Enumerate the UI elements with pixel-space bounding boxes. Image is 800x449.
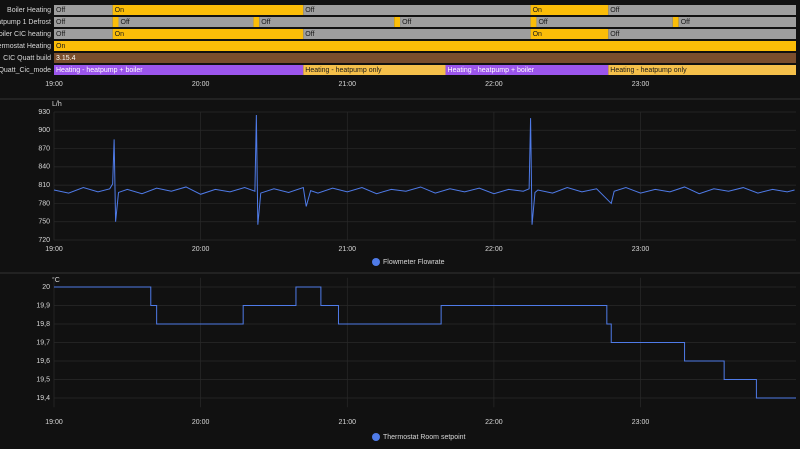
state-segment xyxy=(253,17,260,27)
state-segment xyxy=(118,17,254,27)
state-segment xyxy=(678,17,796,27)
x-tick-label: 22:00 xyxy=(485,81,503,88)
x-tick-label: 20:00 xyxy=(192,419,210,426)
x-tick-label: 21:00 xyxy=(339,246,357,253)
segment-label: Off xyxy=(121,19,130,26)
segment-label: Heating - heatpump only xyxy=(610,67,687,74)
x-tick-label: 20:00 xyxy=(192,246,210,253)
y-axis-title: °C xyxy=(52,276,60,284)
state-segment xyxy=(608,29,796,39)
state-segment xyxy=(530,5,609,15)
y-tick-label: 19,6 xyxy=(36,358,50,365)
y-tick-label: 750 xyxy=(38,219,50,226)
legend-label: Flowmeter Flowrate xyxy=(383,259,445,266)
segment-label: Off xyxy=(402,19,411,26)
state-segment xyxy=(445,65,609,75)
legend-swatch xyxy=(372,433,380,441)
legend-swatch xyxy=(372,258,380,266)
state-segment xyxy=(54,41,796,51)
series-line xyxy=(54,286,796,399)
y-tick-label: 870 xyxy=(38,145,50,152)
row-label: Quatt_Cic_mode xyxy=(0,67,51,74)
y-tick-label: 19,5 xyxy=(36,376,50,383)
y-tick-label: 840 xyxy=(38,164,50,171)
segment-label: Off xyxy=(261,19,270,26)
state-segment xyxy=(112,5,304,15)
state-segment xyxy=(394,17,401,27)
x-tick-label: 19:00 xyxy=(45,81,63,88)
state-segment xyxy=(54,5,113,15)
state-segment xyxy=(608,5,796,15)
segment-label: On xyxy=(115,7,124,14)
x-tick-label: 19:00 xyxy=(45,246,63,253)
y-tick-label: 19,7 xyxy=(36,339,50,346)
state-segment xyxy=(112,17,119,27)
y-tick-label: 20 xyxy=(42,284,50,291)
segment-label: Off xyxy=(305,31,314,38)
segment-label: Off xyxy=(610,7,619,14)
state-segment xyxy=(672,17,679,27)
segment-label: Off xyxy=(305,7,314,14)
row-label: Heatpump 1 Defrost xyxy=(0,19,51,26)
segment-label: On xyxy=(533,7,542,14)
y-tick-label: 19,4 xyxy=(36,395,50,402)
row-label: CIC Quatt build xyxy=(3,55,51,62)
segment-label: Heating - heatpump only xyxy=(305,67,382,74)
state-segment xyxy=(54,65,304,75)
state-segment xyxy=(530,17,537,27)
segment-label: Off xyxy=(681,19,690,26)
state-segment xyxy=(303,5,531,15)
y-tick-label: 900 xyxy=(38,127,50,134)
row-label: Boiler Heating xyxy=(7,7,51,14)
legend-item[interactable]: Flowmeter Flowrate xyxy=(372,258,445,266)
state-segment xyxy=(54,17,113,27)
y-tick-label: 720 xyxy=(38,237,50,244)
x-tick-label: 23:00 xyxy=(632,419,650,426)
y-tick-label: 810 xyxy=(38,182,50,189)
segment-label: Off xyxy=(56,19,65,26)
segment-label: On xyxy=(115,31,124,38)
state-segment xyxy=(608,65,796,75)
segment-label: Off xyxy=(610,31,619,38)
segment-label: Heating - heatpump + boiler xyxy=(448,67,535,74)
series-line xyxy=(53,115,795,225)
state-segment xyxy=(54,53,796,63)
segment-label: Off xyxy=(56,7,65,14)
y-tick-label: 930 xyxy=(38,109,50,116)
x-tick-label: 23:00 xyxy=(632,246,650,253)
segment-label: Off xyxy=(56,31,65,38)
state-segment xyxy=(259,17,395,27)
legend-item[interactable]: Thermostat Room setpoint xyxy=(372,433,466,441)
y-axis-title: L/h xyxy=(52,101,62,108)
state-segment xyxy=(536,17,673,27)
state-segment xyxy=(54,29,113,39)
x-tick-label: 22:00 xyxy=(485,419,503,426)
y-tick-label: 19,9 xyxy=(36,302,50,309)
state-segment xyxy=(303,29,531,39)
segment-label: 3.15.4 xyxy=(56,55,76,62)
segment-label: Off xyxy=(538,19,547,26)
x-tick-label: 19:00 xyxy=(45,419,63,426)
x-tick-label: 20:00 xyxy=(192,81,210,88)
legend-label: Thermostat Room setpoint xyxy=(383,434,466,441)
state-segment xyxy=(112,29,304,39)
segment-label: Heating - heatpump + boiler xyxy=(56,67,143,74)
segment-label: On xyxy=(533,31,542,38)
row-label: Boiler CIC heating xyxy=(0,31,51,38)
state-segment xyxy=(303,65,446,75)
row-label: Thermostat Heating xyxy=(0,43,51,50)
x-tick-label: 21:00 xyxy=(339,81,357,88)
state-segment xyxy=(400,17,531,27)
x-tick-label: 21:00 xyxy=(339,419,357,426)
state-segment xyxy=(530,29,609,39)
y-tick-label: 780 xyxy=(38,200,50,207)
y-tick-label: 19,8 xyxy=(36,321,50,328)
x-tick-label: 22:00 xyxy=(485,246,503,253)
x-tick-label: 23:00 xyxy=(632,81,650,88)
segment-label: On xyxy=(56,43,65,50)
